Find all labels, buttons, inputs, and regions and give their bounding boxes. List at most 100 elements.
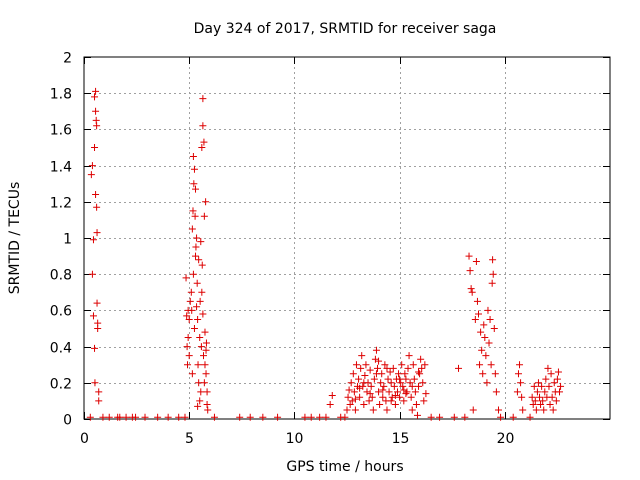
data-point [87, 171, 95, 179]
data-point [198, 261, 206, 269]
data-point [404, 364, 412, 372]
y-tick-label: 0.8 [50, 268, 72, 284]
data-point [196, 334, 204, 342]
data-point [190, 325, 198, 332]
data-point [393, 388, 401, 396]
data-point [199, 122, 207, 130]
data-point [483, 379, 491, 387]
data-point [537, 401, 545, 409]
data-point [301, 413, 309, 421]
data-point [175, 413, 183, 421]
data-point [542, 375, 550, 383]
data-point [164, 413, 172, 421]
data-point [372, 346, 380, 354]
data-point [387, 379, 395, 387]
data-point [183, 343, 191, 351]
data-point [356, 393, 364, 401]
data-point [415, 382, 423, 390]
data-point [246, 413, 254, 421]
data-point [488, 279, 496, 287]
data-point [526, 413, 534, 421]
data-point [188, 306, 196, 314]
data-point [484, 306, 492, 314]
data-point [307, 413, 315, 421]
chart-title: Day 324 of 2017, SRMTID for receiver sag… [194, 21, 497, 37]
data-point [374, 364, 382, 372]
data-point [192, 185, 200, 193]
data-point [397, 379, 405, 387]
data-point [201, 328, 209, 336]
data-point [467, 285, 475, 293]
data-point [92, 107, 100, 115]
data-point [357, 364, 365, 372]
data-point [383, 406, 391, 414]
y-tick-label: 0.4 [50, 341, 72, 357]
x-tick-label: 5 [185, 431, 194, 447]
data-point [210, 413, 218, 421]
data-point [341, 413, 349, 421]
data-point [556, 388, 564, 396]
data-point [387, 397, 395, 405]
data-point [532, 406, 540, 414]
data-point [528, 393, 536, 401]
data-point [391, 391, 399, 399]
data-point [475, 310, 482, 318]
data-point [201, 361, 209, 369]
data-point [409, 361, 417, 369]
data-point [400, 397, 408, 405]
data-point [544, 364, 552, 372]
data-point [413, 411, 421, 419]
data-point [536, 393, 544, 401]
data-point [194, 402, 202, 410]
data-point [436, 413, 444, 421]
data-point [344, 393, 352, 401]
data-point [195, 256, 203, 264]
data-point [203, 388, 211, 396]
data-point [489, 256, 497, 264]
data-point [469, 406, 477, 414]
data-point [375, 388, 383, 396]
y-tick-label: 1 [63, 232, 72, 248]
data-point [492, 388, 500, 396]
data-point [361, 372, 369, 380]
data-point [368, 393, 376, 401]
data-point [403, 388, 411, 396]
data-point [381, 361, 389, 369]
data-point [193, 234, 201, 242]
x-tick-label: 10 [286, 431, 304, 447]
data-point [513, 388, 521, 396]
data-point [406, 379, 414, 387]
data-point [518, 393, 526, 401]
data-point [538, 382, 546, 390]
data-point [517, 379, 525, 387]
data-point [274, 413, 282, 421]
data-point [93, 229, 101, 237]
data-point [547, 370, 555, 378]
x-axis-label: GPS time / hours [286, 459, 403, 475]
data-point [407, 393, 415, 401]
y-axis-label: SRMTID / TECUs [7, 182, 23, 295]
data-point [402, 390, 410, 398]
data-point [184, 334, 192, 342]
axis-ticks: 00.20.40.60.811.21.41.61.820 5 10 15 20 [50, 51, 610, 447]
data-point [557, 382, 565, 390]
data-point [343, 406, 351, 414]
data-point [362, 361, 370, 369]
data-point [384, 375, 392, 383]
data-point [196, 397, 204, 405]
data-point [417, 355, 425, 363]
data-point [479, 370, 487, 378]
data-point [359, 382, 367, 390]
data-point [554, 368, 562, 376]
data-point [408, 382, 416, 390]
data-point [497, 413, 505, 421]
data-point [369, 406, 377, 414]
data-point [385, 388, 393, 396]
data-point [376, 401, 384, 409]
data-point [455, 364, 463, 372]
data-point [468, 288, 476, 296]
data-point [192, 252, 200, 260]
data-point [365, 397, 373, 405]
data-point [371, 355, 379, 363]
